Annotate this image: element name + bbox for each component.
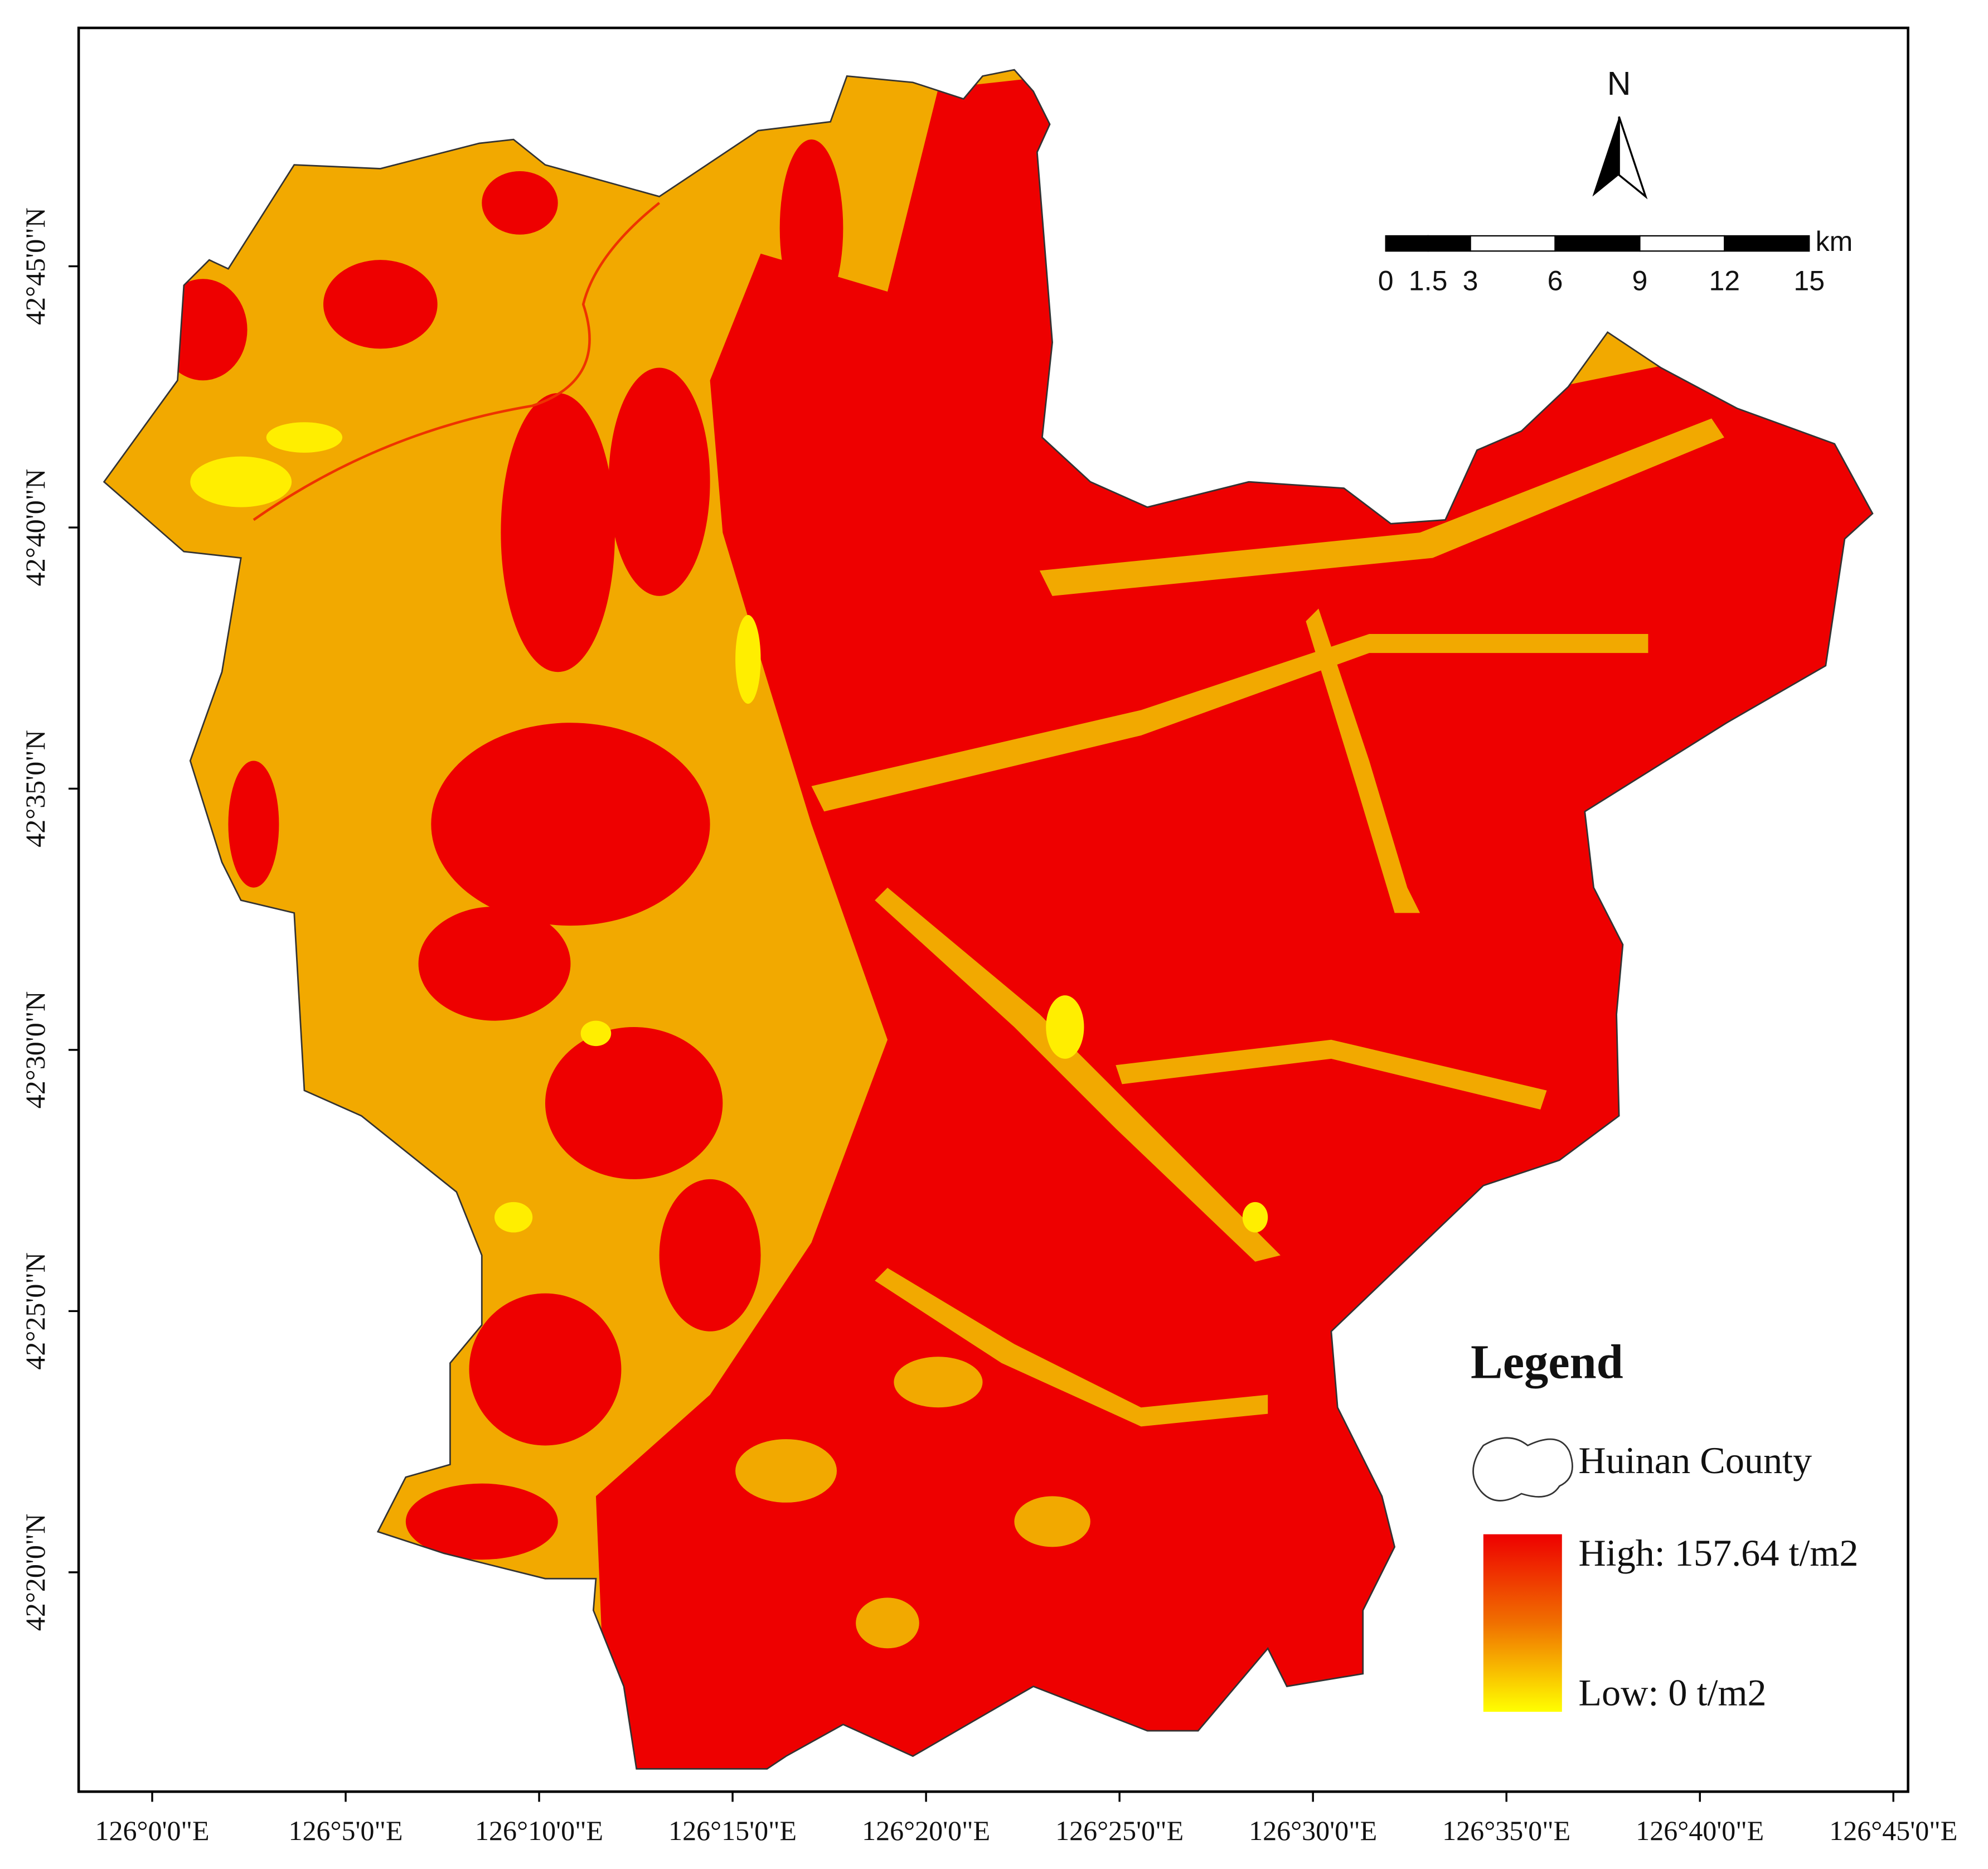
- scale-segment: [1639, 235, 1725, 252]
- x-tick-label: 126°35'0"E: [1442, 1815, 1570, 1846]
- scale-segment: [1724, 235, 1810, 252]
- x-tick-label: 126°20'0"E: [862, 1815, 990, 1846]
- scale-label: 15: [1793, 265, 1825, 296]
- y-tick-label: 42°40'0"N: [20, 469, 51, 587]
- scale-label: 9: [1632, 265, 1648, 296]
- x-tick-label: 126°45'0"E: [1829, 1815, 1957, 1846]
- legend-label: High: 157.64 t/m2: [1578, 1532, 1858, 1574]
- scale-label: 12: [1709, 265, 1740, 296]
- x-tick-label: 126°25'0"E: [1055, 1815, 1184, 1846]
- scale-label: 0: [1378, 265, 1394, 296]
- county-symbol: [1472, 1437, 1573, 1502]
- scale-segment: [1385, 235, 1429, 252]
- x-tick-label: 126°5'0"E: [289, 1815, 403, 1846]
- color-ramp: [1483, 1534, 1562, 1712]
- legend-title: Legend: [1471, 1335, 1623, 1388]
- scale-label: 1.5: [1409, 265, 1448, 296]
- x-tick-label: 126°40'0"E: [1636, 1815, 1764, 1846]
- y-tick-label: 42°20'0"N: [20, 1514, 51, 1631]
- axis-ticks: 126°0'0"E 126°5'0"E 126°10'0"E 126°15'0"E 12…: [20, 207, 1957, 1846]
- y-tick-label: 42°35'0"N: [20, 730, 51, 848]
- scale-segment: [1427, 235, 1471, 252]
- y-tick-label: 42°30'0"N: [20, 991, 51, 1109]
- legend-label: Low: 0 t/m2: [1578, 1671, 1766, 1713]
- scale-label: 6: [1548, 265, 1563, 296]
- north-arrow: N: [1592, 65, 1648, 200]
- legend-label: Huinan County: [1578, 1439, 1812, 1481]
- y-tick-label: 42°25'0"N: [20, 1252, 51, 1370]
- x-tick-label: 126°0'0"E: [95, 1815, 209, 1846]
- scale-unit: km: [1816, 226, 1853, 257]
- legend: Legend Huinan County High: 157.64 t/m2 L…: [1471, 1335, 1858, 1713]
- x-tick-label: 126°10'0"E: [475, 1815, 603, 1846]
- scale-bar: km 0 1.5 3 6 9 12 15: [1378, 226, 1853, 296]
- x-tick-label: 126°15'0"E: [668, 1815, 797, 1846]
- scale-segment: [1554, 235, 1641, 252]
- x-tick-label: 126°30'0"E: [1249, 1815, 1377, 1846]
- scale-label: 3: [1463, 265, 1478, 296]
- y-tick-label: 42°45'0"N: [20, 207, 51, 325]
- north-label: N: [1607, 65, 1631, 102]
- scale-segment: [1470, 235, 1556, 252]
